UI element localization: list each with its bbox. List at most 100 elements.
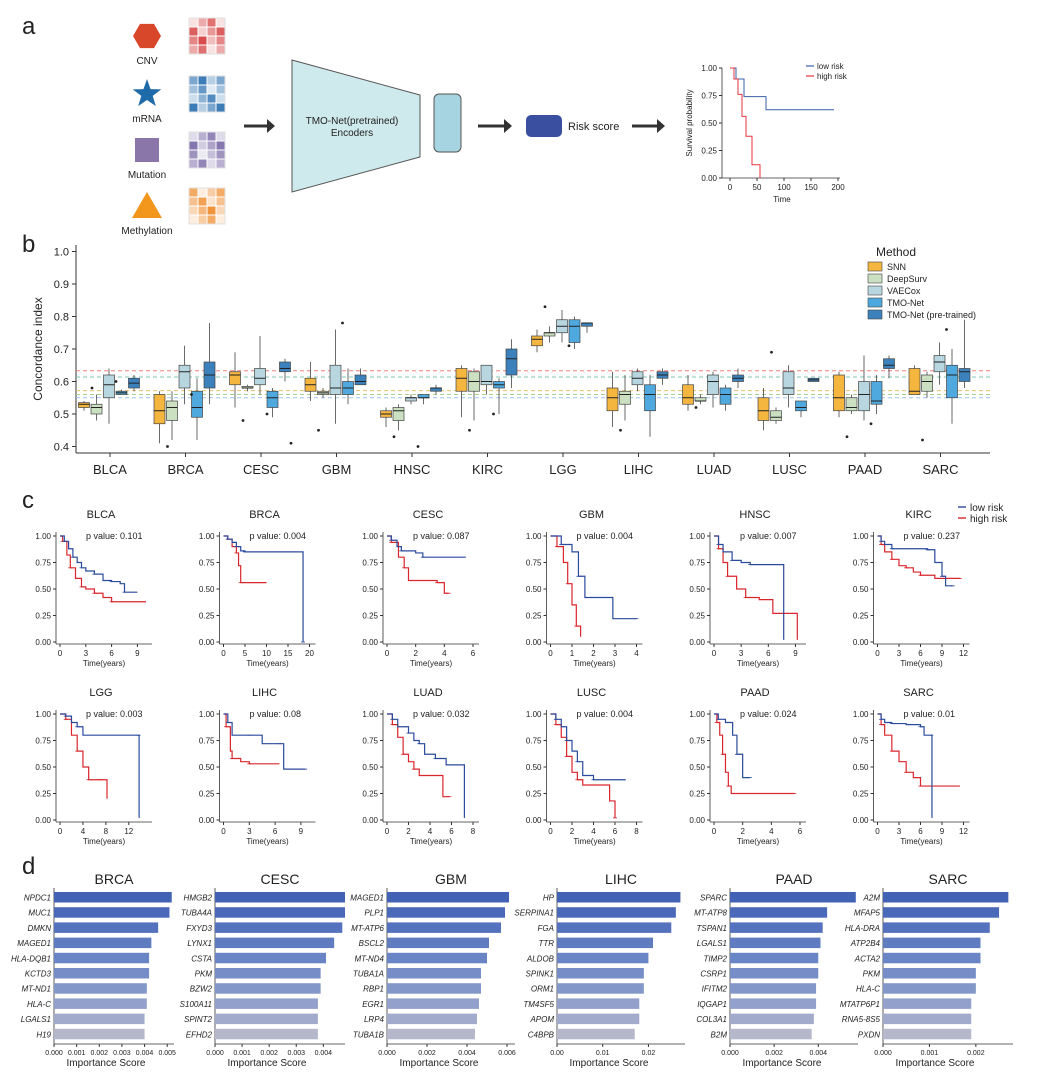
km-title: LIHC (252, 687, 277, 699)
heatmap-cell (215, 131, 226, 142)
km-ytick: 1.00 (526, 710, 542, 719)
gene-label: ORM1 (531, 985, 554, 994)
gene-label: ACTA2 (854, 954, 881, 963)
km-xtick: 0 (548, 827, 553, 836)
heatmap-cell (188, 35, 199, 46)
importance-bar (215, 952, 327, 964)
km-a-ytick: 0.00 (701, 174, 717, 183)
importance-xtick: 0.004 (315, 1050, 333, 1057)
km-xtick: 0 (221, 827, 226, 836)
importance-xtick: 0.003 (287, 1050, 305, 1057)
heatmap-cell (188, 131, 199, 142)
importance-title: SARC (929, 871, 968, 887)
b-legend-swatch (867, 297, 883, 308)
km-xtick: 12 (959, 649, 968, 658)
gene-label: SPARC (700, 894, 727, 903)
importance-bar (215, 968, 321, 979)
latent-block (433, 93, 462, 153)
b-category-label: BLCA (93, 462, 127, 477)
km-ytick: 0.00 (35, 816, 51, 825)
importance-bar (883, 922, 990, 933)
importance-bar (883, 907, 1000, 918)
km-pvalue: p value: 0.007 (740, 531, 797, 541)
heatmap-mrna (188, 75, 226, 113)
b-ytick-label: 0.4 (54, 442, 69, 454)
km-ytick: 0.00 (689, 638, 705, 647)
km-xtick: 0 (385, 649, 390, 658)
importance-bar (557, 907, 676, 918)
km-ytick: 1.00 (689, 710, 705, 719)
b-outlier (241, 419, 245, 422)
km-a-xtick: 150 (804, 183, 818, 192)
km-xtick: 4 (81, 827, 86, 836)
b-outlier (694, 406, 698, 409)
km-xlabel: Time(years) (246, 659, 289, 668)
importance-bar (557, 922, 672, 933)
km-plot-lgg: LGG p value: 0.003 0.00 0.25 0.50 0.75 1.00 0 4 8… (35, 687, 152, 846)
km-a-low-risk (730, 67, 834, 111)
b-ytick-label: 0.9 (54, 279, 69, 291)
km-plot-lihc: LIHC p value: 0.08 0.00 0.25 0.50 0.75 1.00 0 3 6… (199, 687, 316, 846)
km-pvalue: p value: 0.237 (904, 531, 961, 541)
km-ytick: 1.00 (526, 532, 542, 541)
panel-label-b: b (22, 231, 35, 258)
b-category-label: LIHC (624, 462, 654, 477)
importance-plot-sarc: SARC A2M MFAP5 HLA-DRA ATP2B4 ACTA2 PKM HLA-C MT… (840, 871, 1013, 1069)
b-box (883, 358, 895, 369)
b-legend-swatch (867, 261, 883, 272)
km-ytick: 1.00 (362, 532, 378, 541)
heatmap-cell (215, 149, 226, 160)
km-plot-brca: BRCA p value: 0.004 0.00 0.25 0.50 0.75 1.00 0 5… (199, 509, 316, 668)
b-box (531, 335, 543, 347)
b-box (455, 368, 468, 392)
km-ytick: 0.00 (853, 816, 869, 825)
km-xlabel: Time(years) (737, 659, 780, 668)
km-title: SARC (903, 687, 934, 699)
km-pvalue: p value: 0.004 (250, 531, 307, 541)
heatmap-cell (215, 44, 226, 55)
km-plot-cesc: CESC p value: 0.087 0.00 0.25 0.50 0.75 1.00 0 2… (362, 509, 479, 668)
heatmap-cell (188, 214, 199, 225)
km-title: CESC (413, 509, 444, 521)
km-high-risk-curve (223, 535, 267, 584)
km-xtick: 6 (273, 827, 278, 836)
km-pvalue: p value: 0.004 (577, 709, 634, 719)
km-ytick: 0.25 (853, 612, 869, 621)
heatmap-cell (197, 35, 208, 46)
km-xlabel: Time(years) (900, 837, 943, 846)
km-ytick: 0.00 (853, 638, 869, 647)
gene-label: PKM (195, 970, 213, 979)
gene-label: TUBA1B (353, 1030, 385, 1039)
km-ytick: 0.25 (35, 790, 51, 799)
km-xtick: 6 (471, 649, 476, 658)
km-ytick: 0.50 (853, 585, 869, 594)
importance-bar (387, 952, 487, 964)
importance-bar (54, 922, 159, 933)
km-plot-blca: BLCA p value: 0.101 0.00 0.25 0.50 0.75 1.00 0 3… (35, 509, 152, 668)
heatmap-cell (188, 17, 199, 28)
risk-score-label: Risk score (568, 121, 619, 133)
km-title: KIRC (905, 509, 931, 521)
heatmap-cell (215, 84, 226, 95)
b-category-label: BRCA (167, 462, 203, 477)
km-ytick: 0.00 (199, 638, 215, 647)
importance-xtick: 0.003 (113, 1050, 131, 1057)
importance-xtick: 0.000 (206, 1050, 224, 1057)
km-title: LUAD (413, 687, 442, 699)
encoder-sublabel: Encoders (331, 128, 373, 139)
km-ytick: 0.50 (689, 763, 705, 772)
km-ytick: 0.75 (35, 737, 51, 746)
b-category-label: CESC (243, 462, 279, 477)
gene-label: BSCL2 (359, 939, 385, 948)
km-low-risk-curve (387, 535, 466, 558)
km-low-risk-curve (223, 535, 304, 642)
importance-bar (387, 922, 501, 933)
gene-label: BZW2 (190, 985, 213, 994)
importance-bar (557, 968, 644, 979)
gene-label: PXDN (858, 1030, 880, 1039)
b-outlier (289, 441, 293, 445)
heatmap-cell (206, 17, 217, 28)
importance-bar (883, 892, 1009, 903)
gene-label: RNA5-8S5 (842, 1015, 881, 1024)
km-ytick: 0.50 (199, 763, 215, 772)
